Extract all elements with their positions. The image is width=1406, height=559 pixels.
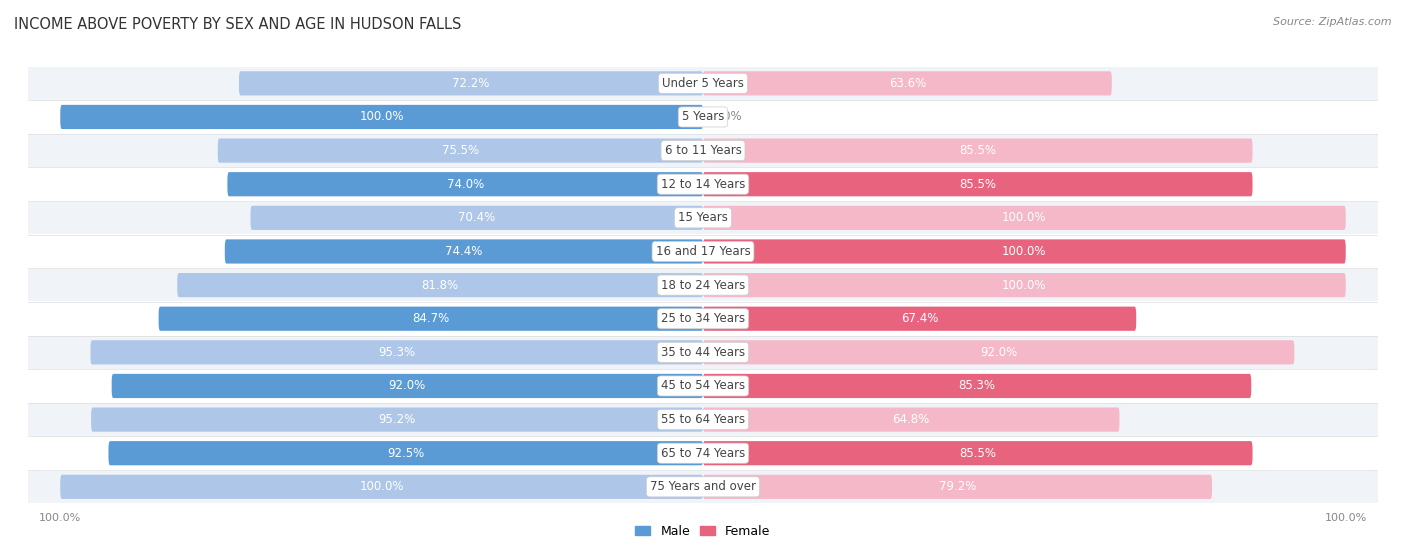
- FancyBboxPatch shape: [159, 306, 703, 331]
- FancyBboxPatch shape: [60, 105, 703, 129]
- Text: 0.0%: 0.0%: [713, 111, 742, 124]
- Bar: [28, 101, 1378, 133]
- Bar: [28, 67, 1378, 100]
- Text: 45 to 54 Years: 45 to 54 Years: [661, 380, 745, 392]
- Bar: [28, 134, 1378, 167]
- FancyBboxPatch shape: [703, 139, 1253, 163]
- Text: 85.5%: 85.5%: [959, 178, 997, 191]
- Text: INCOME ABOVE POVERTY BY SEX AND AGE IN HUDSON FALLS: INCOME ABOVE POVERTY BY SEX AND AGE IN H…: [14, 17, 461, 32]
- Text: 81.8%: 81.8%: [422, 278, 458, 292]
- Bar: [28, 235, 1378, 268]
- Text: 85.5%: 85.5%: [959, 144, 997, 157]
- Text: 100.0%: 100.0%: [1002, 278, 1046, 292]
- Text: 95.3%: 95.3%: [378, 346, 415, 359]
- Bar: [28, 202, 1378, 234]
- FancyBboxPatch shape: [225, 239, 703, 264]
- Text: 25 to 34 Years: 25 to 34 Years: [661, 312, 745, 325]
- Text: 67.4%: 67.4%: [901, 312, 938, 325]
- FancyBboxPatch shape: [703, 206, 1346, 230]
- Text: 64.8%: 64.8%: [893, 413, 929, 426]
- Text: 70.4%: 70.4%: [458, 211, 495, 224]
- FancyBboxPatch shape: [228, 172, 703, 196]
- Bar: [28, 336, 1378, 368]
- Text: 92.5%: 92.5%: [387, 447, 425, 459]
- FancyBboxPatch shape: [703, 340, 1295, 364]
- Text: 12 to 14 Years: 12 to 14 Years: [661, 178, 745, 191]
- Text: 79.2%: 79.2%: [939, 480, 976, 494]
- Bar: [28, 369, 1378, 402]
- Text: 6 to 11 Years: 6 to 11 Years: [665, 144, 741, 157]
- FancyBboxPatch shape: [60, 475, 703, 499]
- FancyBboxPatch shape: [239, 71, 703, 96]
- Text: 100.0%: 100.0%: [360, 111, 404, 124]
- FancyBboxPatch shape: [111, 374, 703, 398]
- Bar: [28, 168, 1378, 201]
- FancyBboxPatch shape: [703, 475, 1212, 499]
- FancyBboxPatch shape: [703, 172, 1253, 196]
- Text: 5 Years: 5 Years: [682, 111, 724, 124]
- Text: 18 to 24 Years: 18 to 24 Years: [661, 278, 745, 292]
- Text: 100.0%: 100.0%: [360, 480, 404, 494]
- Text: 55 to 64 Years: 55 to 64 Years: [661, 413, 745, 426]
- Bar: [28, 269, 1378, 301]
- Text: 65 to 74 Years: 65 to 74 Years: [661, 447, 745, 459]
- Text: 74.0%: 74.0%: [447, 178, 484, 191]
- FancyBboxPatch shape: [703, 306, 1136, 331]
- FancyBboxPatch shape: [91, 408, 703, 432]
- Bar: [28, 302, 1378, 335]
- Text: 92.0%: 92.0%: [388, 380, 426, 392]
- Text: 92.0%: 92.0%: [980, 346, 1018, 359]
- FancyBboxPatch shape: [218, 139, 703, 163]
- FancyBboxPatch shape: [108, 441, 703, 465]
- FancyBboxPatch shape: [703, 374, 1251, 398]
- Text: 100.0%: 100.0%: [1002, 245, 1046, 258]
- Text: Under 5 Years: Under 5 Years: [662, 77, 744, 90]
- Text: 100.0%: 100.0%: [1002, 211, 1046, 224]
- Text: Source: ZipAtlas.com: Source: ZipAtlas.com: [1274, 17, 1392, 27]
- Text: 74.4%: 74.4%: [446, 245, 482, 258]
- Text: 85.3%: 85.3%: [959, 380, 995, 392]
- Text: 63.6%: 63.6%: [889, 77, 927, 90]
- FancyBboxPatch shape: [703, 71, 1112, 96]
- Bar: [28, 437, 1378, 470]
- Text: 72.2%: 72.2%: [453, 77, 489, 90]
- Legend: Male, Female: Male, Female: [630, 520, 776, 543]
- FancyBboxPatch shape: [703, 273, 1346, 297]
- FancyBboxPatch shape: [250, 206, 703, 230]
- Bar: [28, 403, 1378, 436]
- FancyBboxPatch shape: [90, 340, 703, 364]
- Text: 15 Years: 15 Years: [678, 211, 728, 224]
- Text: 75.5%: 75.5%: [441, 144, 479, 157]
- FancyBboxPatch shape: [177, 273, 703, 297]
- Text: 84.7%: 84.7%: [412, 312, 450, 325]
- FancyBboxPatch shape: [703, 239, 1346, 264]
- Text: 85.5%: 85.5%: [959, 447, 997, 459]
- FancyBboxPatch shape: [703, 408, 1119, 432]
- Text: 35 to 44 Years: 35 to 44 Years: [661, 346, 745, 359]
- Text: 75 Years and over: 75 Years and over: [650, 480, 756, 494]
- Text: 16 and 17 Years: 16 and 17 Years: [655, 245, 751, 258]
- Text: 95.2%: 95.2%: [378, 413, 416, 426]
- Bar: [28, 471, 1378, 503]
- FancyBboxPatch shape: [703, 441, 1253, 465]
